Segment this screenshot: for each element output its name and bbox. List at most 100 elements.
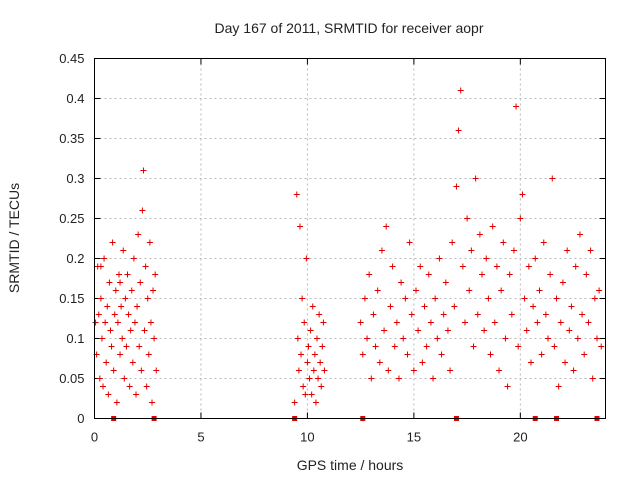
data-point bbox=[318, 383, 325, 390]
data-point bbox=[124, 271, 131, 278]
x-tick-label: 10 bbox=[300, 430, 314, 445]
data-point bbox=[506, 271, 513, 278]
data-point bbox=[315, 375, 322, 382]
data-point bbox=[404, 351, 411, 358]
data-point bbox=[307, 327, 314, 334]
data-point bbox=[311, 351, 318, 358]
data-point bbox=[294, 335, 301, 342]
data-point bbox=[383, 223, 390, 230]
data-point bbox=[525, 263, 532, 270]
data-point bbox=[391, 343, 398, 350]
y-tick-label: 0.35 bbox=[59, 131, 84, 146]
data-point bbox=[141, 327, 148, 334]
data-point bbox=[523, 327, 530, 334]
data-point bbox=[508, 311, 515, 318]
data-point bbox=[109, 239, 116, 246]
data-point bbox=[593, 335, 600, 342]
data-point bbox=[542, 311, 549, 318]
data-point bbox=[137, 279, 144, 286]
data-point bbox=[113, 399, 120, 406]
data-point bbox=[400, 335, 407, 342]
data-point bbox=[534, 319, 541, 326]
y-tick-label: 0.45 bbox=[59, 51, 84, 66]
data-point bbox=[498, 287, 505, 294]
data-point bbox=[583, 271, 590, 278]
data-point bbox=[134, 303, 141, 310]
data-point bbox=[121, 375, 128, 382]
data-point bbox=[395, 375, 402, 382]
data-point bbox=[587, 247, 594, 254]
data-point bbox=[291, 399, 298, 406]
data-point bbox=[470, 343, 477, 350]
data-point bbox=[106, 279, 113, 286]
data-point bbox=[425, 271, 432, 278]
plot-frame bbox=[94, 58, 606, 419]
data-point bbox=[442, 279, 449, 286]
data-point bbox=[293, 191, 300, 198]
data-point bbox=[430, 375, 437, 382]
data-point bbox=[100, 383, 107, 390]
data-point bbox=[320, 319, 327, 326]
grid bbox=[94, 58, 606, 419]
data-point bbox=[572, 263, 579, 270]
data-point bbox=[92, 319, 99, 326]
data-point bbox=[129, 359, 136, 366]
data-point bbox=[591, 295, 598, 302]
data-point bbox=[564, 247, 571, 254]
data-point bbox=[536, 287, 543, 294]
data-point bbox=[598, 343, 605, 350]
data-point bbox=[489, 223, 496, 230]
data-point bbox=[310, 367, 317, 374]
data-point bbox=[146, 239, 153, 246]
data-point bbox=[410, 367, 417, 374]
data-point bbox=[302, 391, 309, 398]
data-point bbox=[419, 359, 426, 366]
data-point bbox=[112, 287, 119, 294]
y-tick-label: 0.2 bbox=[66, 251, 84, 266]
data-point bbox=[479, 271, 486, 278]
data-point bbox=[103, 359, 110, 366]
data-point bbox=[144, 295, 151, 302]
data-point bbox=[461, 319, 468, 326]
data-point bbox=[140, 167, 147, 174]
data-point bbox=[127, 327, 134, 334]
data-point bbox=[143, 383, 150, 390]
data-point bbox=[447, 367, 454, 374]
data-point bbox=[313, 335, 320, 342]
data-point bbox=[440, 311, 447, 318]
data-point bbox=[459, 263, 466, 270]
data-point bbox=[513, 103, 520, 110]
data-point bbox=[98, 335, 105, 342]
data-point bbox=[148, 399, 155, 406]
data-point bbox=[555, 383, 562, 390]
data-point bbox=[491, 319, 498, 326]
data-point bbox=[417, 263, 424, 270]
data-point bbox=[368, 375, 375, 382]
data-point bbox=[387, 303, 394, 310]
data-point bbox=[589, 375, 596, 382]
data-point bbox=[374, 287, 381, 294]
data-point bbox=[128, 287, 135, 294]
data-point bbox=[540, 239, 547, 246]
data-point bbox=[570, 367, 577, 374]
data-point bbox=[309, 303, 316, 310]
data-point bbox=[515, 343, 522, 350]
data-point bbox=[436, 255, 443, 262]
y-tick-label: 0.1 bbox=[66, 331, 84, 346]
data-point bbox=[319, 343, 326, 350]
data-point bbox=[372, 343, 379, 350]
data-point bbox=[151, 335, 158, 342]
data-point bbox=[413, 287, 420, 294]
data-point bbox=[393, 319, 400, 326]
data-point bbox=[538, 351, 545, 358]
data-point bbox=[483, 255, 490, 262]
data-point bbox=[312, 399, 319, 406]
x-tick-label: 15 bbox=[407, 430, 421, 445]
data-point bbox=[532, 255, 539, 262]
data-point bbox=[562, 359, 569, 366]
data-point bbox=[135, 231, 142, 238]
data-point bbox=[317, 359, 324, 366]
data-point bbox=[398, 279, 405, 286]
data-point bbox=[574, 335, 581, 342]
data-point bbox=[118, 303, 125, 310]
